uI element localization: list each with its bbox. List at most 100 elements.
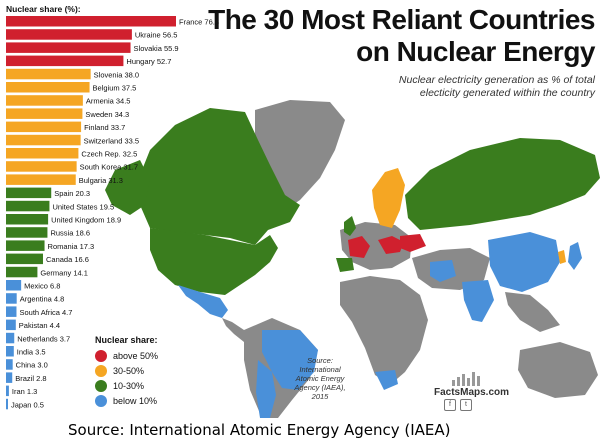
bar-germany bbox=[6, 266, 38, 278]
bar-label: Bulgaria 31.3 bbox=[79, 176, 123, 185]
bar-finland bbox=[6, 121, 82, 133]
map-spain bbox=[336, 258, 354, 272]
bar-pakistan bbox=[6, 319, 16, 331]
bar-label: Germany 14.1 bbox=[40, 268, 88, 277]
bar-label: China 3.0 bbox=[16, 361, 48, 370]
legend-label: 10-30% bbox=[113, 380, 145, 391]
bar-canada bbox=[6, 253, 43, 265]
bar-south-africa bbox=[6, 306, 17, 317]
logo-social: f t bbox=[444, 399, 472, 411]
bar-czech-rep bbox=[6, 148, 79, 159]
bar-armenia bbox=[6, 95, 83, 106]
bar-label: Armenia 34.5 bbox=[86, 97, 131, 106]
bar-label: South Africa 4.7 bbox=[19, 308, 72, 317]
map-alaska bbox=[105, 160, 150, 215]
bar-label: India 3.5 bbox=[17, 348, 46, 357]
bar-united-kingdom bbox=[6, 214, 49, 225]
legend-label: 30-50% bbox=[113, 365, 145, 376]
bar-brazil bbox=[6, 372, 13, 383]
logo-bars-icon bbox=[452, 372, 480, 386]
bar-label: Finland 33.7 bbox=[84, 123, 125, 132]
bar-russia bbox=[6, 227, 48, 238]
map-iran bbox=[430, 260, 456, 282]
bar-romania bbox=[6, 240, 45, 251]
bar-label: Slovenia 38.0 bbox=[94, 70, 139, 79]
bar-mexico bbox=[6, 280, 22, 291]
legend-item-10-30: 10-30% bbox=[95, 378, 158, 393]
bar-united-states bbox=[6, 200, 50, 212]
map-argentina bbox=[256, 360, 276, 418]
bar-spain bbox=[6, 187, 52, 199]
map-canada bbox=[138, 108, 300, 245]
bar-label: Canada 16.6 bbox=[46, 255, 89, 264]
bar-label: Hungary 52.7 bbox=[126, 57, 171, 66]
bar-label: Japan 0.5 bbox=[11, 400, 44, 409]
bar-slovakia bbox=[6, 42, 131, 53]
bar-label: Belgium 37.5 bbox=[93, 84, 137, 93]
bar-hungary bbox=[6, 55, 124, 67]
bar-label: France 76.3 bbox=[179, 18, 219, 27]
map-usa bbox=[150, 228, 278, 295]
bar-label: Netherlands 3.7 bbox=[17, 334, 70, 343]
map-india bbox=[462, 280, 494, 322]
map-mexico bbox=[178, 285, 228, 318]
source-note: Source: International Atomic Energy Agen… bbox=[290, 356, 350, 401]
legend-label: above 50% bbox=[113, 350, 159, 361]
map-russia bbox=[405, 138, 600, 230]
map-africa bbox=[340, 276, 428, 385]
map-central-europe bbox=[378, 236, 404, 254]
map-europe bbox=[340, 222, 412, 270]
bar-belgium bbox=[6, 82, 90, 93]
map-scandinavia bbox=[372, 168, 405, 228]
world-map bbox=[105, 100, 600, 418]
chart-subtitle-line1: Nuclear electricity generation as % of t… bbox=[398, 74, 595, 86]
map-china bbox=[488, 232, 560, 292]
legend-dot-blue bbox=[95, 394, 107, 407]
bar-label: Ukraine 56.5 bbox=[135, 31, 178, 40]
bar-switzerland bbox=[6, 134, 81, 146]
map-uk bbox=[344, 216, 356, 236]
bar-japan bbox=[6, 398, 8, 410]
map-southeast-asia bbox=[505, 292, 560, 332]
bar-netherlands bbox=[6, 332, 15, 344]
legend-dot-green bbox=[95, 379, 107, 392]
bar-iran bbox=[6, 385, 9, 397]
map-central-america bbox=[222, 318, 250, 342]
bar-label: Czech Rep. 32.5 bbox=[81, 150, 137, 159]
infographic: Nuclear share (%): France 76.3 Ukraine 56… bbox=[6, 4, 600, 418]
bar-label: Romania 17.3 bbox=[48, 242, 95, 251]
map-brazil bbox=[262, 330, 318, 390]
bar-label: Pakistan 4.4 bbox=[19, 321, 60, 330]
source-note-line: 2015 bbox=[311, 392, 329, 401]
bar-label: Switzerland 33.5 bbox=[84, 136, 139, 145]
bar-argentina bbox=[6, 293, 17, 304]
legend-item-above50: above 50% bbox=[95, 348, 158, 363]
bar-label: Argentina 4.8 bbox=[20, 295, 65, 304]
bar-france bbox=[6, 16, 176, 27]
chart-title-line2: on Nuclear Energy bbox=[356, 36, 595, 67]
map-australia bbox=[518, 342, 598, 398]
logo-text: FactsMaps.com bbox=[434, 387, 510, 398]
legend-title: Nuclear share: bbox=[95, 335, 158, 345]
bar-label: Sweden 34.3 bbox=[85, 110, 129, 119]
legend: Nuclear share: above 50% 30-50% 10-30% b… bbox=[95, 335, 158, 408]
bar-bulgaria bbox=[6, 174, 76, 185]
bar-india bbox=[6, 346, 14, 357]
facebook-icon: f bbox=[444, 399, 456, 411]
bar-slovenia bbox=[6, 68, 91, 80]
map-japan bbox=[568, 242, 582, 270]
bar-label: South Korea 31.7 bbox=[80, 163, 138, 172]
bar-label: United States 19.5 bbox=[52, 202, 114, 211]
bar-label: Russia 18.6 bbox=[50, 229, 90, 238]
legend-dot-red bbox=[95, 349, 107, 362]
legend-item-30-50: 30-50% bbox=[95, 363, 158, 378]
bar-label: Slovakia 55.9 bbox=[134, 44, 179, 53]
bar-label: Mexico 6.8 bbox=[24, 282, 60, 291]
chart-subtitle-line2: electicity generated within the country bbox=[419, 87, 595, 99]
bar-label: United Kingdom 18.9 bbox=[51, 216, 121, 225]
legend-dot-orange bbox=[95, 364, 107, 377]
factsmaps-logo: FactsMaps.com f t bbox=[432, 372, 512, 411]
source-note-line: Agency (IAEA), bbox=[294, 383, 346, 392]
caption: Source: International Atomic Energy Agen… bbox=[68, 421, 451, 439]
